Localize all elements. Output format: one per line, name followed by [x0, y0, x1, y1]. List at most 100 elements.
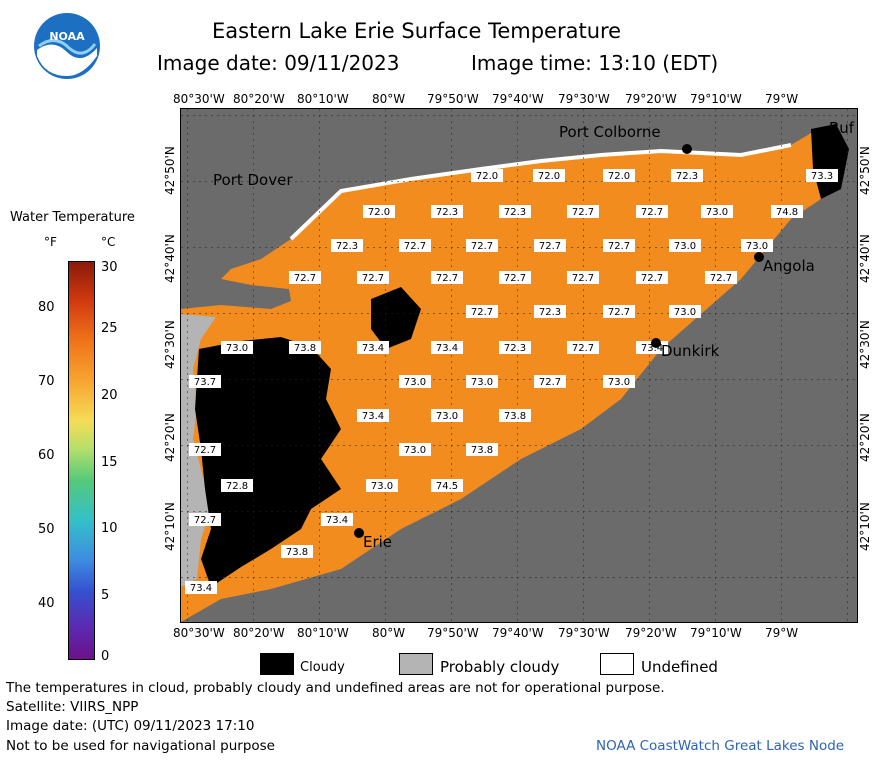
temp-label: 73.8 — [471, 445, 493, 456]
fahrenheit-tick: 50 — [38, 522, 55, 537]
temp-label: 73.0 — [608, 377, 630, 388]
temp-label-box — [669, 305, 701, 318]
dunkirk-marker — [651, 338, 661, 348]
temp-label: 73.0 — [746, 241, 768, 252]
image-date: Image date: 09/11/2023 — [157, 51, 400, 75]
temp-label: 73.0 — [436, 411, 458, 422]
celsius-tick: 5 — [101, 588, 110, 603]
temp-label: 72.7 — [641, 273, 663, 284]
latitude-tick-left: 42°50'N — [163, 146, 177, 195]
longitude-tick-bottom: 80°20'W — [233, 626, 285, 640]
unit-celsius: °C — [101, 235, 116, 249]
longitude-tick-top: 79°40'W — [492, 92, 544, 106]
temp-label: 72.7 — [539, 241, 561, 252]
temp-label: 72.8 — [226, 481, 248, 492]
city-port-colborne: Port Colborne — [559, 123, 661, 141]
temp-label: 72.7 — [436, 273, 458, 284]
temp-label-box — [567, 205, 599, 218]
longitude-tick-bottom: 79°30'W — [558, 626, 610, 640]
temp-label-box — [567, 341, 599, 354]
temp-label: 72.0 — [538, 171, 560, 182]
temp-label-box — [603, 375, 635, 388]
temp-label-box — [289, 271, 321, 284]
scale-title: Water Temperature — [10, 210, 135, 225]
longitude-tick-top: 80°W — [372, 92, 406, 106]
temp-label: 73.0 — [674, 241, 696, 252]
temp-label: 72.7 — [641, 207, 663, 218]
page-title: Eastern Lake Erie Surface Temperature — [212, 19, 622, 43]
temp-label: 73.0 — [404, 377, 426, 388]
temp-label-box — [499, 341, 531, 354]
temp-label: 73.0 — [226, 343, 248, 354]
temp-label: 72.7 — [471, 241, 493, 252]
temp-label: 72.7 — [471, 307, 493, 318]
temp-label-box — [567, 271, 599, 284]
celsius-tick: 20 — [101, 388, 118, 403]
temp-label-box — [357, 341, 389, 354]
temp-label-box — [431, 271, 463, 284]
map-panel: 72.0 72.0 72.0 72.3 73.3 72.0 72.3 72.3 72.7 72.7… — [180, 108, 858, 623]
temp-label-box — [221, 479, 253, 492]
footer-disclaimer: The temperatures in cloud, probably clou… — [6, 680, 665, 696]
graticule — [181, 109, 857, 622]
temp-label-box — [636, 271, 668, 284]
temp-label: 72.7 — [294, 273, 316, 284]
temp-label: 72.3 — [539, 307, 561, 318]
temp-label-box — [281, 545, 313, 558]
longitude-tick-bottom: 80°10'W — [297, 626, 349, 640]
latitude-tick-right: 42°20'N — [858, 413, 872, 462]
longitude-tick-bottom: 79°10'W — [690, 626, 742, 640]
longitude-tick-bottom: 80°W — [372, 626, 406, 640]
longitude-tick-top: 79°30'W — [558, 92, 610, 106]
temp-label-box — [534, 305, 566, 318]
temp-label-box — [603, 239, 635, 252]
fahrenheit-tick: 40 — [38, 596, 55, 611]
temp-label-box — [499, 271, 531, 284]
temp-label: 72.3 — [436, 207, 458, 218]
longitude-tick-bottom: 79°40'W — [492, 626, 544, 640]
temp-label: 73.3 — [811, 171, 833, 182]
legend-probably-cloudy-label: Probably cloudy — [440, 658, 560, 676]
latitude-tick-right: 42°50'N — [858, 146, 872, 195]
celsius-tick: 0 — [101, 649, 110, 664]
temp-label-box — [431, 409, 463, 422]
temp-label-box — [357, 271, 389, 284]
longitude-tick-top: 80°30'W — [173, 92, 225, 106]
legend-cloudy-swatch — [260, 653, 294, 675]
longitude-tick-top: 79°50'W — [427, 92, 479, 106]
temp-label: 72.7 — [362, 273, 384, 284]
footer-credit: NOAA CoastWatch Great Lakes Node — [596, 738, 845, 754]
celsius-tick: 30 — [101, 260, 118, 275]
temp-label-box — [221, 341, 253, 354]
longitude-tick-bottom: 80°30'W — [173, 626, 225, 640]
temp-label: 72.3 — [504, 343, 526, 354]
map-svg: 72.0 72.0 72.0 72.3 73.3 72.0 72.3 72.3 72.7 72.7… — [181, 109, 857, 622]
temp-label-box — [431, 341, 463, 354]
celsius-tick: 25 — [101, 321, 118, 336]
city-buffalo: Buf — [829, 119, 855, 137]
temp-label: 74.5 — [436, 481, 458, 492]
latitude-tick-left: 42°10'N — [163, 502, 177, 551]
temp-label: 73.4 — [362, 343, 384, 354]
temp-label-box — [534, 375, 566, 388]
longitude-tick-top: 79°10'W — [690, 92, 742, 106]
temp-label: 72.7 — [194, 445, 216, 456]
temp-label: 72.7 — [194, 515, 216, 526]
temp-label: 73.0 — [706, 207, 728, 218]
longitude-tick-bottom: 79°50'W — [427, 626, 479, 640]
temp-label-box — [289, 341, 321, 354]
footer-utc-date: Image date: (UTC) 09/11/2023 17:10 — [6, 718, 255, 734]
temp-label-box — [466, 443, 498, 456]
temp-label-box — [363, 205, 395, 218]
latitude-tick-right: 42°30'N — [858, 320, 872, 369]
logo-text: NOAA — [49, 30, 85, 43]
city-angola: Angola — [763, 257, 815, 275]
temp-label: 73.4 — [641, 343, 663, 354]
temp-label: 72.7 — [539, 377, 561, 388]
color-scale-bar — [68, 261, 95, 660]
temp-label-box — [357, 409, 389, 422]
temp-label: 73.4 — [436, 343, 458, 354]
footer-satellite: Satellite: VIIRS_NPP — [6, 699, 139, 715]
footer-navigation-note: Not to be used for navigational purpose — [6, 738, 275, 754]
temp-label: 73.0 — [404, 445, 426, 456]
